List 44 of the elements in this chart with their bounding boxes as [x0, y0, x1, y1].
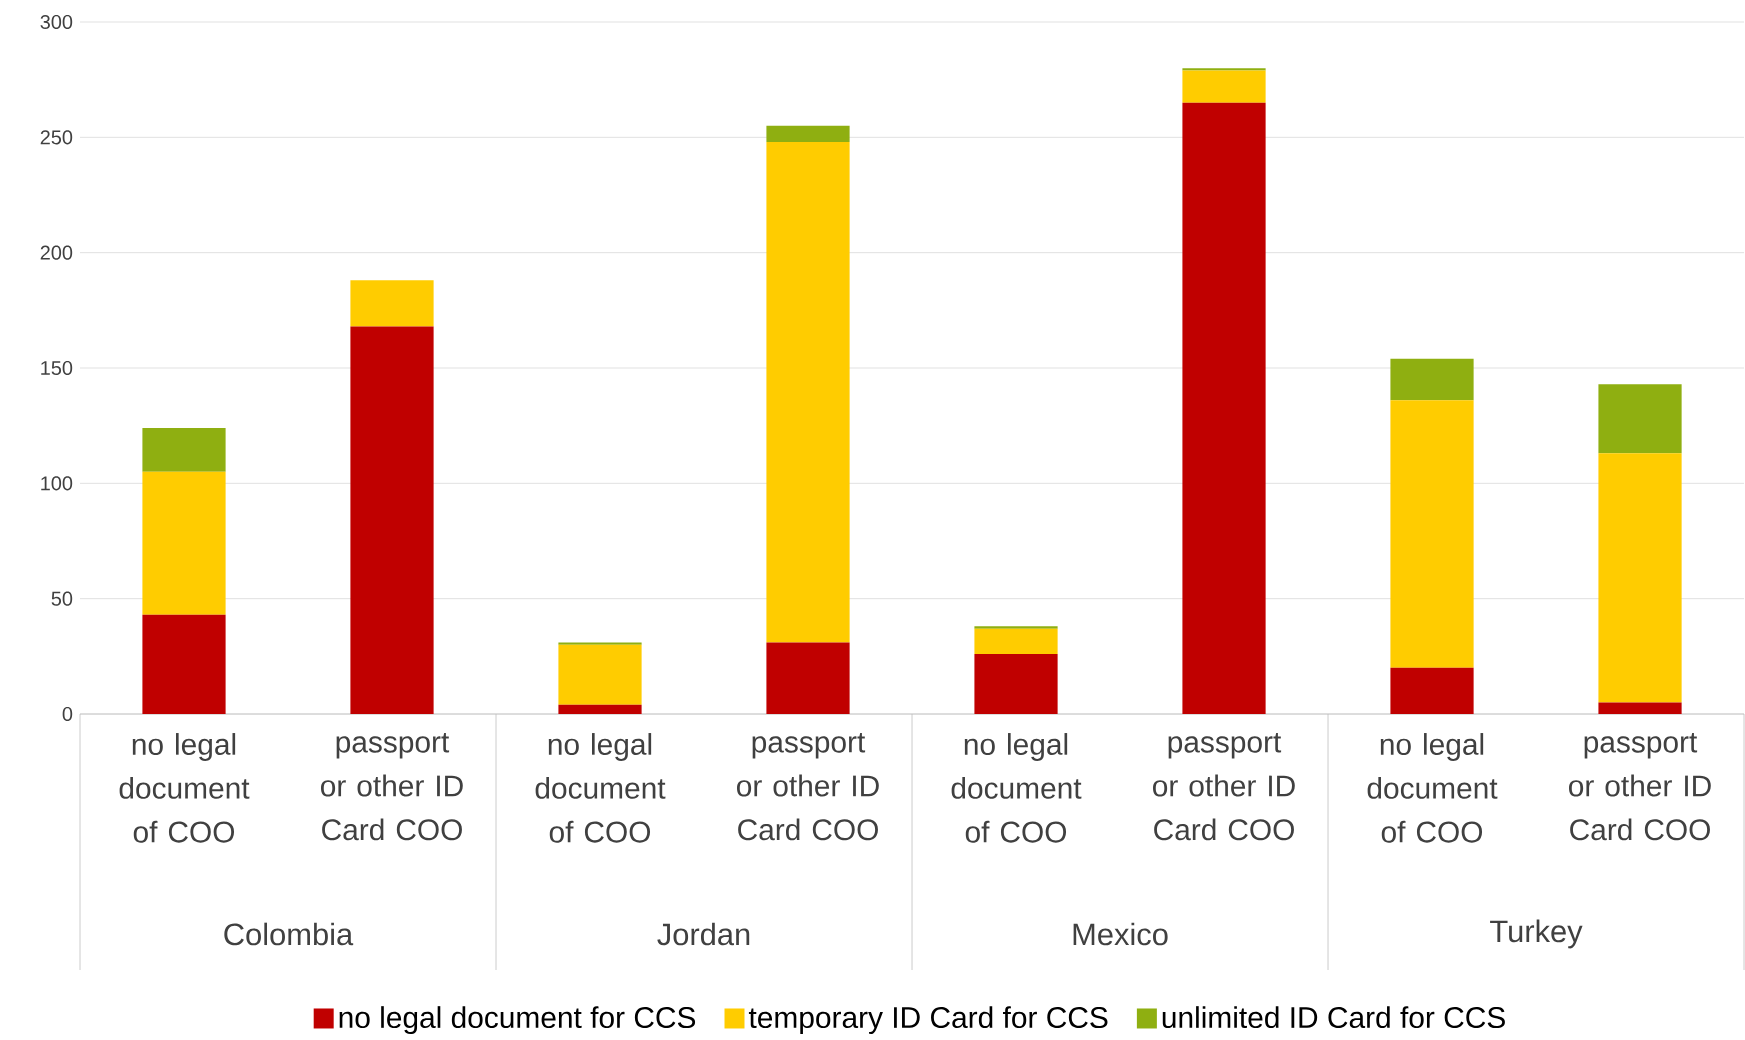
bar	[1390, 358, 1474, 401]
bar	[558, 704, 642, 714]
bar	[766, 642, 850, 714]
bar	[142, 614, 226, 714]
text: Mexico	[1073, 922, 1168, 946]
y-tick-label: 150	[41, 360, 73, 376]
bar	[766, 125, 850, 142]
y-tick-label: 100	[41, 476, 73, 491]
x-tick-label: no legal document of COO	[951, 733, 1082, 843]
bar	[1598, 702, 1682, 714]
y-tick-label: 50	[51, 591, 73, 606]
bar	[1598, 384, 1682, 454]
bar	[974, 654, 1058, 714]
x-tick-label: no legal document of COO	[1367, 733, 1498, 843]
x-tick-label: passport or other ID Card COO	[1153, 733, 1295, 841]
legend-label: no legal document for CCS	[339, 1006, 696, 1035]
legend-label: unlimited ID Card for CCS	[1162, 1006, 1505, 1029]
y-tick-label: 250	[40, 130, 73, 145]
bar	[350, 280, 434, 327]
bar	[1390, 667, 1474, 714]
bar	[1182, 70, 1266, 103]
bar	[142, 427, 226, 472]
bar	[558, 644, 642, 705]
text: Turkey	[1490, 919, 1583, 949]
x-tick-label: no legal document of COO	[119, 733, 250, 843]
x-tick-label: passport or other ID Card COO	[1569, 733, 1711, 841]
bar	[974, 628, 1058, 655]
y-tick-label: 300	[40, 14, 73, 30]
bar	[766, 141, 850, 643]
bar	[1390, 400, 1474, 668]
y-tick-label: 0	[62, 706, 73, 722]
bar	[558, 642, 642, 645]
bar	[142, 471, 226, 615]
bar	[1182, 102, 1266, 714]
y-tick-label: 200	[40, 245, 73, 260]
bar	[974, 626, 1058, 629]
bar	[350, 326, 434, 714]
text: Jordan	[657, 922, 750, 946]
x-tick-label: passport or other ID Card COO	[321, 733, 463, 841]
text: Colombia	[224, 922, 354, 946]
x-tick-label: passport or other ID Card COO	[737, 733, 879, 841]
bar	[1598, 453, 1682, 703]
x-tick-label: no legal document of COO	[535, 733, 666, 843]
legend-label: temporary ID Card for CCS	[748, 1006, 1108, 1035]
